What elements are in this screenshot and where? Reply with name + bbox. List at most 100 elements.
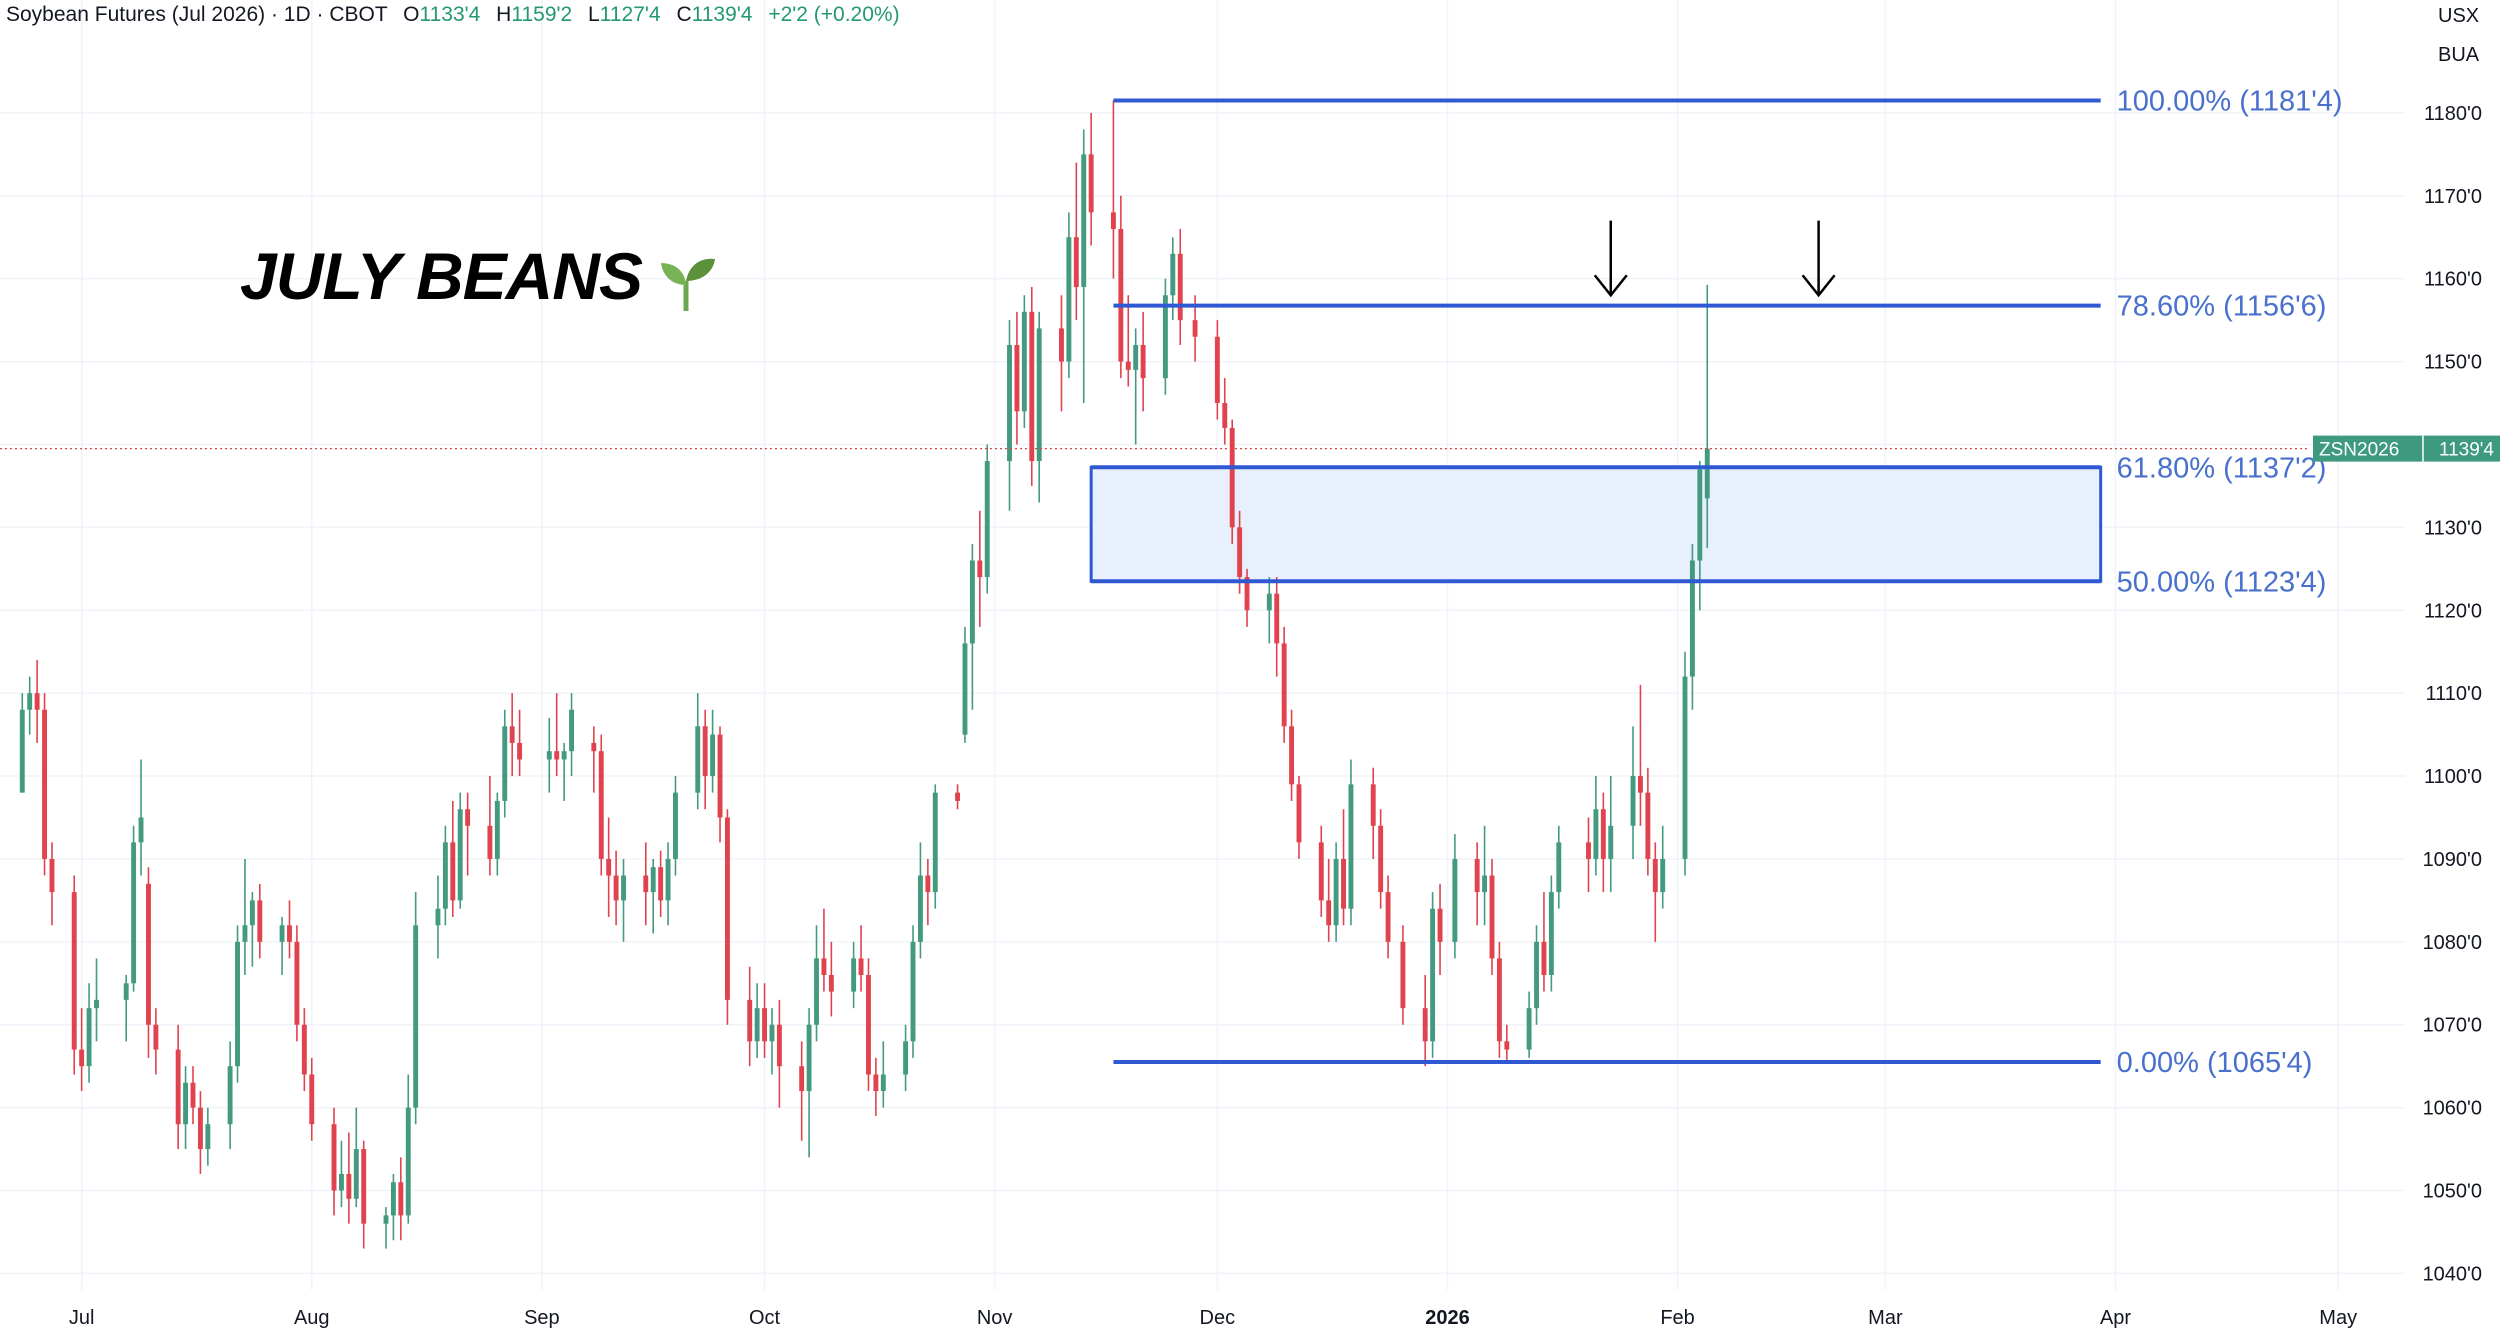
candle — [903, 1024, 909, 1092]
y-tick-label: 1080'0 — [2423, 932, 2482, 954]
candle-body — [799, 1066, 805, 1092]
candle — [1140, 311, 1146, 412]
candle-body — [598, 751, 604, 859]
candle-body — [717, 734, 723, 818]
candle — [1586, 817, 1591, 893]
candle — [695, 693, 701, 810]
candle-body — [955, 792, 960, 801]
candle-body — [405, 1107, 411, 1216]
candle-body — [1007, 345, 1012, 462]
candle — [1266, 577, 1272, 644]
candle — [227, 1041, 233, 1150]
y-tick-label: 1040'0 — [2423, 1263, 2482, 1285]
candle — [799, 1041, 805, 1141]
candle-body — [658, 867, 664, 901]
candle — [762, 983, 768, 1058]
candle-body — [1430, 908, 1436, 1042]
candle — [1541, 892, 1547, 992]
candle-body — [197, 1107, 203, 1150]
fib-label: 0.00% (1065'4) — [2117, 1047, 2313, 1079]
candle — [1474, 842, 1480, 926]
candle-body — [442, 842, 448, 909]
candle — [1437, 883, 1443, 975]
x-tick-label: Aug — [294, 1307, 330, 1329]
candle-body — [257, 900, 263, 942]
candle-body — [294, 941, 300, 1025]
symbol-name[interactable]: Soybean Futures (Jul 2026) · 1D · CBOT — [6, 3, 388, 26]
candle — [1704, 284, 1710, 549]
candle — [1133, 328, 1139, 445]
candle-body — [1504, 1041, 1510, 1050]
candle — [442, 825, 448, 926]
unit-label[interactable]: BUA — [2438, 44, 2480, 66]
candle — [561, 742, 567, 801]
candle-body — [1385, 892, 1391, 942]
y-tick-label: 1170'0 — [2424, 186, 2482, 208]
candle — [1400, 925, 1406, 1025]
price-tag-symbol: ZSN2026 — [2319, 440, 2399, 461]
candle — [450, 800, 456, 917]
candle-body — [917, 875, 923, 942]
candle-body — [71, 892, 77, 1050]
candle-body — [1177, 253, 1183, 321]
candle — [197, 1091, 203, 1174]
candle-body — [1318, 842, 1324, 901]
x-tick-label: Oct — [749, 1307, 781, 1329]
candle-body — [1482, 875, 1488, 893]
candle-body — [561, 751, 567, 760]
candle — [249, 892, 255, 967]
candle-body — [606, 858, 612, 876]
candle-body — [131, 842, 137, 984]
candle-body — [1526, 1008, 1532, 1050]
candle — [1682, 651, 1688, 876]
candle — [398, 1157, 404, 1241]
candle-body — [390, 1182, 396, 1216]
candle-body — [34, 693, 40, 710]
candle — [1697, 461, 1703, 611]
candle — [131, 825, 137, 992]
candle-body — [695, 726, 701, 793]
candle-body — [873, 1074, 879, 1092]
candle-body — [1029, 311, 1035, 462]
candle — [1125, 295, 1131, 387]
x-tick-label: Jul — [69, 1307, 95, 1329]
candle-body — [94, 999, 99, 1009]
candle — [866, 958, 871, 1092]
candle-body — [287, 925, 292, 942]
candle — [754, 983, 760, 1058]
candle-body — [1014, 345, 1020, 412]
candle — [353, 1107, 359, 1208]
currency-label[interactable]: USX — [2438, 5, 2480, 27]
fib-zone-layer — [1089, 465, 2103, 583]
y-tick-label: 1110'0 — [2426, 683, 2482, 705]
candle-body — [903, 1041, 909, 1075]
candle-body — [1073, 237, 1079, 287]
candle-body — [494, 800, 500, 859]
candle-body — [1333, 858, 1339, 926]
candle — [94, 958, 99, 1042]
candle — [235, 925, 240, 1083]
candle-body — [42, 709, 47, 859]
fib-label: 61.80% (1137'2) — [2117, 452, 2327, 484]
candle — [257, 883, 263, 959]
seedling-icon — [661, 258, 716, 311]
candle-body — [754, 1008, 760, 1042]
candle-body — [546, 751, 552, 760]
candle — [1281, 626, 1287, 743]
candle — [747, 966, 753, 1067]
candle-body — [19, 709, 25, 793]
candle — [1526, 991, 1532, 1058]
candle — [1222, 378, 1228, 445]
candle — [34, 660, 40, 743]
candle — [331, 1107, 337, 1216]
candle-body — [242, 925, 248, 942]
candle-body — [339, 1173, 344, 1191]
candle — [1021, 295, 1027, 428]
arrow-head — [1801, 274, 1836, 298]
candle — [287, 900, 292, 959]
candle-body — [1229, 427, 1235, 528]
candle — [1600, 792, 1606, 893]
candle — [880, 1041, 886, 1108]
candle — [346, 1132, 352, 1224]
